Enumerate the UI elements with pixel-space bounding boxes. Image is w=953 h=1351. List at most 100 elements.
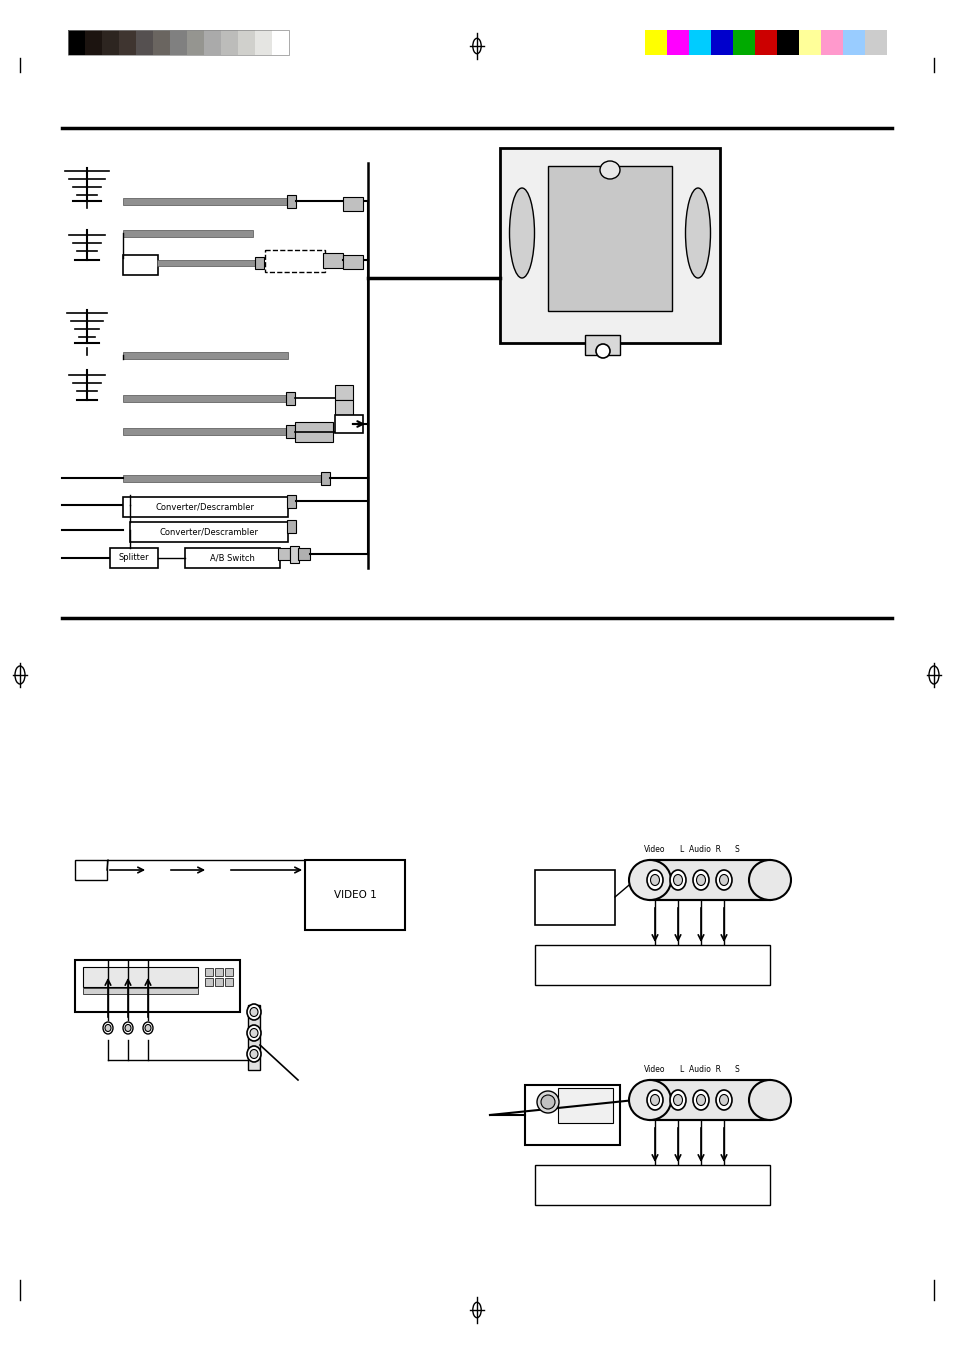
Ellipse shape [673, 1094, 681, 1105]
Bar [688, 30, 710, 55]
Bar [221, 30, 237, 55]
Ellipse shape [509, 188, 534, 278]
Bar [584, 335, 619, 355]
Bar [323, 253, 343, 267]
Bar [225, 978, 233, 986]
Bar [649, 861, 769, 900]
Ellipse shape [748, 1079, 790, 1120]
Bar [666, 30, 688, 55]
Text: VIDEO 1: VIDEO 1 [334, 890, 376, 900]
Bar [754, 30, 776, 55]
Bar [152, 30, 170, 55]
Bar [102, 30, 119, 55]
Bar [225, 969, 233, 975]
Bar [290, 546, 298, 563]
Bar [343, 197, 363, 211]
Bar [286, 392, 294, 405]
Text: Splitter: Splitter [118, 554, 150, 562]
Bar [499, 149, 720, 343]
Ellipse shape [669, 1090, 685, 1111]
Bar [644, 30, 666, 55]
Bar [776, 30, 799, 55]
Bar [524, 1085, 619, 1146]
Bar [123, 353, 288, 359]
Bar [157, 259, 256, 266]
Bar [187, 30, 204, 55]
Ellipse shape [250, 1050, 257, 1058]
Bar [75, 961, 240, 1012]
Ellipse shape [719, 874, 728, 885]
Bar [335, 400, 353, 415]
Bar [286, 426, 294, 438]
Text: Converter/Descrambler: Converter/Descrambler [155, 503, 254, 512]
Ellipse shape [650, 1094, 659, 1105]
Text: S: S [734, 846, 739, 854]
Ellipse shape [143, 1021, 152, 1034]
Bar [123, 255, 158, 276]
Bar [123, 230, 253, 236]
Ellipse shape [247, 1004, 261, 1020]
Ellipse shape [748, 861, 790, 900]
Ellipse shape [537, 1092, 558, 1113]
Text: S: S [734, 1066, 739, 1074]
Ellipse shape [599, 161, 619, 178]
Text: L  Audio  R: L Audio R [679, 846, 720, 854]
Bar [214, 969, 223, 975]
Ellipse shape [719, 1094, 728, 1105]
Ellipse shape [692, 870, 708, 890]
Bar [237, 30, 254, 55]
Ellipse shape [646, 1090, 662, 1111]
Text: Video: Video [643, 1066, 665, 1074]
Text: L  Audio  R: L Audio R [679, 1066, 720, 1074]
Bar [277, 549, 290, 561]
Bar [547, 166, 671, 311]
Bar [119, 30, 136, 55]
Bar [649, 1079, 769, 1120]
Bar [204, 30, 221, 55]
Bar [83, 988, 198, 994]
Bar [297, 549, 310, 561]
Ellipse shape [103, 1021, 112, 1034]
Bar [185, 549, 280, 567]
Bar [535, 870, 615, 925]
Ellipse shape [673, 874, 681, 885]
Bar [799, 30, 821, 55]
Ellipse shape [696, 874, 705, 885]
Ellipse shape [145, 1024, 151, 1032]
Text: A/B Switch: A/B Switch [210, 554, 254, 562]
Bar [649, 861, 769, 900]
Text: Converter/Descrambler: Converter/Descrambler [159, 527, 258, 536]
Ellipse shape [716, 870, 731, 890]
Bar [305, 861, 405, 929]
Bar [83, 967, 198, 988]
Bar [75, 861, 107, 880]
Ellipse shape [650, 874, 659, 885]
Ellipse shape [540, 1096, 555, 1109]
Bar [294, 422, 333, 442]
Ellipse shape [250, 1028, 257, 1038]
Bar [123, 394, 288, 403]
Ellipse shape [247, 1025, 261, 1042]
Bar [842, 30, 864, 55]
Ellipse shape [250, 1008, 257, 1016]
Bar [214, 978, 223, 986]
Bar [85, 30, 102, 55]
Bar [123, 476, 323, 482]
Ellipse shape [716, 1090, 731, 1111]
Bar [335, 415, 363, 434]
Bar [254, 30, 272, 55]
Bar [649, 1079, 769, 1120]
Bar [558, 1088, 613, 1123]
Bar [732, 30, 754, 55]
Bar [287, 494, 295, 508]
Bar [123, 428, 288, 435]
Ellipse shape [646, 870, 662, 890]
Bar [272, 30, 289, 55]
Bar [136, 30, 152, 55]
Ellipse shape [685, 188, 710, 278]
Ellipse shape [696, 1094, 705, 1105]
Bar [68, 30, 289, 55]
Bar [287, 520, 295, 534]
Bar [205, 978, 213, 986]
Bar [123, 199, 288, 205]
